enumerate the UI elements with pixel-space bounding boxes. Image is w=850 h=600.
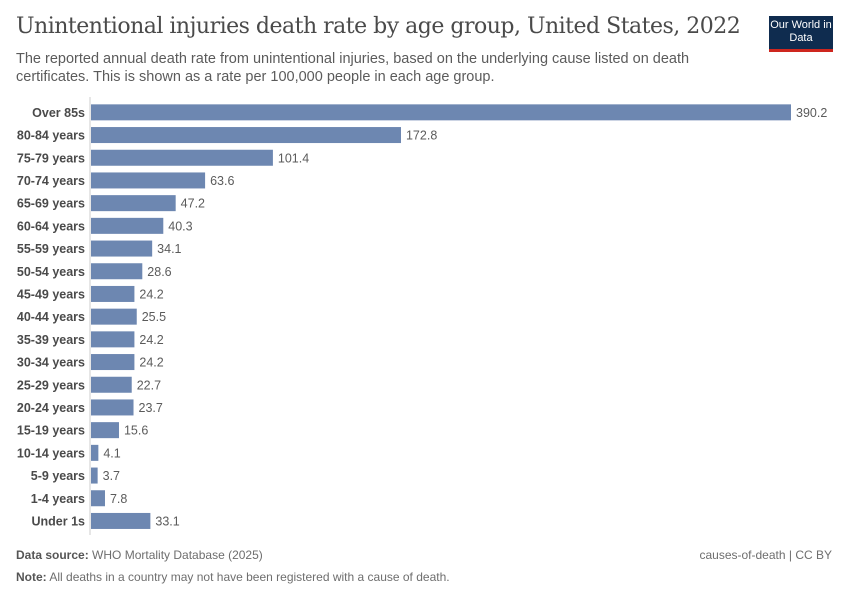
bar[interactable] xyxy=(91,376,132,393)
value-label: 7.8 xyxy=(110,492,127,506)
category-label: 5-9 years xyxy=(31,469,85,483)
bar[interactable] xyxy=(91,512,151,529)
category-label: 60-64 years xyxy=(17,219,85,233)
chart-subtitle: The reported annual death rate from unin… xyxy=(16,51,690,85)
value-label: 3.7 xyxy=(103,469,120,483)
category-label: Over 85s xyxy=(32,106,85,120)
category-label: 1-4 years xyxy=(31,492,85,506)
value-label: 25.5 xyxy=(142,310,166,324)
bar[interactable] xyxy=(91,422,119,439)
value-label: 172.8 xyxy=(406,129,437,143)
value-label: 101.4 xyxy=(278,151,309,165)
value-label: 24.2 xyxy=(139,287,163,301)
bar[interactable] xyxy=(91,127,401,144)
value-label: 28.6 xyxy=(147,265,171,279)
category-label: 25-29 years xyxy=(17,378,85,392)
bar[interactable] xyxy=(91,104,791,121)
bar[interactable] xyxy=(91,444,99,461)
category-label: 35-39 years xyxy=(17,333,85,347)
chart-title: Unintentional injuries death rate by age… xyxy=(16,14,741,39)
bar-chart: Over 85s 390.2 80-84 years 172.8 75-79 years… xyxy=(17,97,827,535)
license[interactable]: causes-of-death | CC BY xyxy=(699,548,832,562)
category-label: 65-69 years xyxy=(17,197,85,211)
bar[interactable] xyxy=(91,263,143,280)
note: Note: All deaths in a country may not ha… xyxy=(16,570,450,584)
source-label: Data source: xyxy=(16,548,89,562)
category-label: 45-49 years xyxy=(17,287,85,301)
value-label: 24.2 xyxy=(139,333,163,347)
bar[interactable] xyxy=(91,217,164,234)
bar[interactable] xyxy=(91,399,134,416)
value-label: 15.6 xyxy=(124,424,148,438)
value-label: 24.2 xyxy=(139,356,163,370)
value-label: 22.7 xyxy=(137,378,161,392)
category-label: 70-74 years xyxy=(17,174,85,188)
category-label: 20-24 years xyxy=(17,401,85,415)
bar[interactable] xyxy=(91,331,135,348)
bar[interactable] xyxy=(91,195,176,212)
bar[interactable] xyxy=(91,240,153,257)
category-label: 80-84 years xyxy=(17,129,85,143)
bar[interactable] xyxy=(91,149,273,166)
value-label: 390.2 xyxy=(796,106,827,120)
note-text: All deaths in a country may not have bee… xyxy=(49,570,450,584)
category-label: 30-34 years xyxy=(17,356,85,370)
value-label: 47.2 xyxy=(181,197,205,211)
bar[interactable] xyxy=(91,172,206,189)
bar[interactable] xyxy=(91,467,98,484)
value-label: 33.1 xyxy=(155,514,179,528)
category-label: 10-14 years xyxy=(17,446,85,460)
category-label: 75-79 years xyxy=(17,151,85,165)
category-label: 15-19 years xyxy=(17,424,85,438)
category-label: 50-54 years xyxy=(17,265,85,279)
value-label: 40.3 xyxy=(168,219,192,233)
category-label: Under 1s xyxy=(32,514,86,528)
value-label: 4.1 xyxy=(103,446,120,460)
value-label: 23.7 xyxy=(139,401,163,415)
source-text[interactable]: WHO Mortality Database (2025) xyxy=(92,548,263,562)
category-label: 55-59 years xyxy=(17,242,85,256)
bar[interactable] xyxy=(91,354,135,371)
owid-logo[interactable]: Our World in Data xyxy=(769,16,833,52)
category-label: 40-44 years xyxy=(17,310,85,324)
bar[interactable] xyxy=(91,490,105,507)
data-source: Data source: WHO Mortality Database (202… xyxy=(16,548,263,562)
value-label: 63.6 xyxy=(210,174,234,188)
note-label: Note: xyxy=(16,570,47,584)
value-label: 34.1 xyxy=(157,242,181,256)
bar[interactable] xyxy=(91,308,137,325)
bar[interactable] xyxy=(91,285,135,302)
